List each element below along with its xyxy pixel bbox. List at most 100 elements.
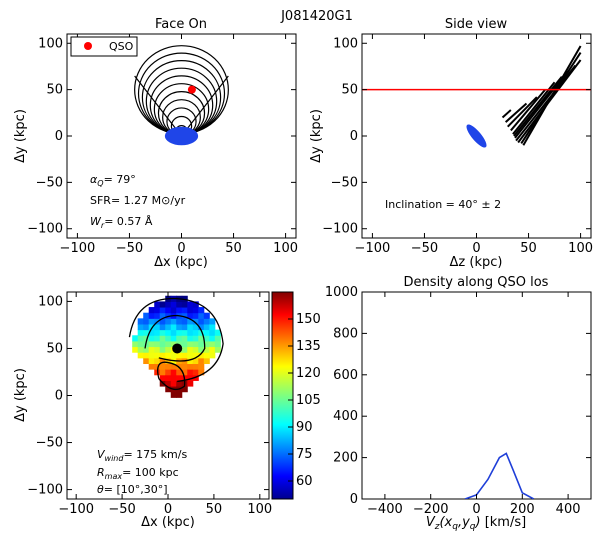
panel-face-on: Face On −100 −50 0 50 100 −100 −50 0 50 100 Δx (k…: [13, 17, 298, 270]
map-cell: [181, 386, 188, 393]
panel2-ylabel: Δy (kpc): [309, 109, 324, 163]
map-cell: [192, 307, 199, 314]
map-cell: [181, 340, 188, 348]
map-cell: [181, 307, 188, 314]
map-cell: [176, 380, 183, 387]
map-cell: [143, 335, 150, 342]
contour-inner: [157, 361, 186, 391]
map-cell: [154, 363, 161, 370]
map-cell: [192, 346, 199, 353]
cone-segment: [510, 88, 546, 132]
annot-alpha: αQ= 79°: [90, 173, 136, 188]
map-cell: [148, 363, 155, 370]
colorbar-tick-label: 120: [296, 366, 321, 381]
map-cell: [148, 335, 155, 342]
map-cell: [198, 346, 205, 353]
map-cell: [148, 318, 155, 325]
map-cell: [187, 374, 194, 381]
panel4-title: Density along QSO los: [404, 275, 549, 290]
map-cell: [154, 307, 161, 314]
map-cell: [198, 329, 205, 336]
p2-ytick-label: −50: [331, 175, 358, 190]
map-cell: [143, 323, 150, 331]
cone-segment: [515, 64, 577, 142]
map-cell: [176, 352, 183, 359]
map-cell: [176, 374, 183, 381]
map-cell: [132, 346, 139, 353]
map-cell: [209, 335, 216, 342]
p4-ytick-label: 600: [333, 368, 358, 383]
p1-xtick-label: 100: [273, 241, 298, 256]
map-cell: [148, 312, 155, 319]
p4-ytick-label: 1000: [325, 285, 358, 300]
panel3-ylabel: Δy (kpc): [13, 368, 28, 422]
map-cell: [159, 335, 166, 342]
p1-xtick-label: −100: [60, 241, 96, 256]
map-cell: [159, 301, 166, 308]
map-cell: [170, 307, 177, 314]
p4-xtick-label: 400: [556, 502, 581, 517]
map-cell: [137, 346, 144, 353]
map-cell: [181, 318, 188, 325]
map-cell: [187, 357, 194, 365]
map-cell: [203, 323, 210, 331]
p3-ytick-label: 50: [46, 341, 63, 356]
p2-ytick-label: 100: [333, 36, 358, 51]
p2-ytick-label: 0: [350, 129, 358, 144]
p1-ytick-label: −100: [27, 222, 63, 237]
map-cell: [176, 329, 183, 336]
p4-ytick-label: 400: [333, 409, 358, 424]
map-cell: [143, 329, 150, 336]
panel2-xlabel: Δz (kpc): [450, 255, 503, 270]
p1-xtick-label: 0: [177, 241, 185, 256]
map-cell: [137, 352, 144, 359]
annot-sfr: SFR= 1.27 M⊙/yr: [90, 194, 186, 207]
map-cell: [203, 357, 210, 365]
map-cell: [170, 391, 177, 398]
qso-marker: [187, 85, 196, 94]
map-cell: [203, 312, 210, 319]
p4-ytick-label: 200: [333, 451, 358, 466]
p3-xtick-label: −100: [58, 502, 94, 517]
map-cell: [159, 357, 166, 365]
cone-segment: [512, 81, 556, 135]
map-cell: [143, 352, 150, 359]
map-cell: [203, 352, 210, 359]
map-cell: [187, 329, 194, 336]
map-cell: [154, 340, 161, 348]
density-line: [464, 452, 535, 499]
map-cell: [198, 369, 205, 376]
annot-vwind: Vwind= 175 km/s: [97, 448, 187, 463]
p1-xtick-label: 50: [225, 241, 242, 256]
map-cell: [170, 363, 177, 370]
map-cell: [176, 363, 183, 370]
p2-xtick-label: 50: [520, 241, 537, 256]
panel1-ylabel: Δy (kpc): [13, 109, 28, 163]
map-cell: [170, 380, 177, 387]
map-cell: [170, 323, 177, 331]
map-cell: [192, 340, 199, 348]
map-cell: [187, 340, 194, 348]
map-cell: [187, 363, 194, 370]
map-cell: [214, 340, 221, 348]
map-cell: [154, 346, 161, 353]
map-cell: [170, 374, 177, 381]
map-cell: [170, 335, 177, 342]
panel1-legend: QSO: [70, 36, 138, 57]
p3-xtick-label: 50: [206, 502, 223, 517]
cone-segment: [504, 102, 528, 123]
p4-xtick-label: 0: [472, 502, 480, 517]
colorbar-tick-label: 75: [296, 447, 313, 462]
panel-side-view: Side view −100 −50 0 50 100 −100 −50 0 50 100 Δz …: [309, 17, 593, 270]
colorbar-tick-label: 135: [296, 339, 321, 354]
p1-ytick-label: −50: [36, 175, 63, 190]
map-cell: [209, 329, 216, 336]
p3-ytick-label: 0: [55, 389, 63, 404]
map-cell: [181, 346, 188, 353]
map-cell: [170, 369, 177, 376]
map-cell: [154, 312, 161, 319]
colorbar-tick-label: 60: [296, 474, 313, 489]
map-cell: [165, 346, 172, 353]
annot-wr: Wr= 0.57 Å: [90, 215, 153, 230]
map-cell: [187, 346, 194, 353]
